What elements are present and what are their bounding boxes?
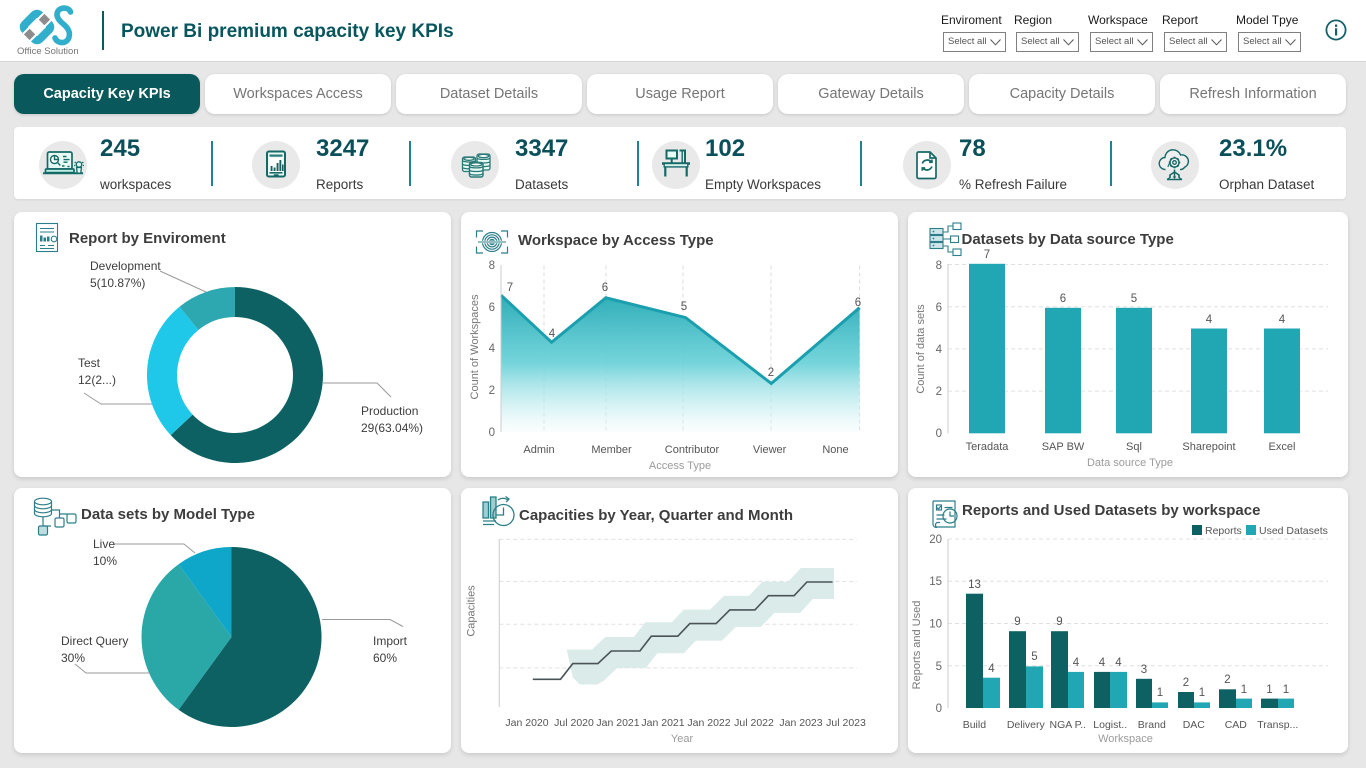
svg-text:6: 6 xyxy=(936,302,942,314)
svg-text:Jan 2023: Jan 2023 xyxy=(779,717,822,729)
svg-text:Logist..: Logist.. xyxy=(1093,719,1127,731)
svg-text:Direct Query: Direct Query xyxy=(61,634,128,648)
svg-text:8: 8 xyxy=(489,260,495,272)
svg-text:20: 20 xyxy=(929,534,942,546)
svg-text:4: 4 xyxy=(988,663,995,675)
svg-text:8: 8 xyxy=(936,260,942,272)
svg-text:4: 4 xyxy=(1099,657,1106,669)
svg-text:DAC: DAC xyxy=(1183,719,1206,731)
svg-text:13: 13 xyxy=(968,579,981,591)
svg-text:5: 5 xyxy=(936,661,942,673)
svg-text:2: 2 xyxy=(1183,677,1189,689)
svg-text:6: 6 xyxy=(602,282,608,294)
svg-text:2: 2 xyxy=(768,367,774,379)
svg-text:Used Datasets: Used Datasets xyxy=(1259,525,1328,537)
svg-text:1: 1 xyxy=(1266,684,1272,696)
svg-text:6: 6 xyxy=(855,297,861,309)
svg-text:None: None xyxy=(822,444,848,456)
svg-text:10%: 10% xyxy=(93,554,117,568)
svg-text:SAP BW: SAP BW xyxy=(1042,441,1085,453)
svg-text:4: 4 xyxy=(1279,314,1286,326)
svg-text:Count of Workspaces: Count of Workspaces xyxy=(469,294,481,399)
svg-text:1: 1 xyxy=(1241,684,1247,696)
svg-text:Delivery: Delivery xyxy=(1007,719,1046,731)
svg-text:Report by Enviroment: Report by Enviroment xyxy=(69,230,226,247)
svg-text:Reports: Reports xyxy=(1205,525,1242,537)
svg-text:Office Solution: Office Solution xyxy=(17,46,79,57)
svg-text:30%: 30% xyxy=(61,651,85,665)
svg-text:Count of data sets: Count of data sets xyxy=(915,304,927,394)
svg-text:5: 5 xyxy=(1131,293,1137,305)
svg-text:NGA P..: NGA P.. xyxy=(1050,719,1087,731)
svg-text:Import: Import xyxy=(373,634,408,648)
svg-text:29(63.04%): 29(63.04%) xyxy=(361,421,423,435)
svg-text:CAD: CAD xyxy=(1225,719,1248,731)
svg-text:Live: Live xyxy=(93,537,115,551)
svg-text:4: 4 xyxy=(489,343,496,355)
svg-text:Jan 2020: Jan 2020 xyxy=(505,717,548,729)
svg-text:2: 2 xyxy=(1224,674,1230,686)
svg-text:9: 9 xyxy=(1056,616,1062,628)
svg-text:4: 4 xyxy=(936,344,943,356)
svg-text:Workspace by Access Type: Workspace by Access Type xyxy=(518,232,714,249)
svg-text:Sharepoint: Sharepoint xyxy=(1182,441,1235,453)
svg-text:Jan 2021: Jan 2021 xyxy=(596,717,639,729)
svg-text:Contributor: Contributor xyxy=(665,444,720,456)
svg-text:4: 4 xyxy=(549,328,556,340)
svg-text:Reports and Used Datasets by w: Reports and Used Datasets by workspace xyxy=(962,502,1260,519)
svg-text:5(10.87%): 5(10.87%) xyxy=(90,276,145,290)
svg-text:10: 10 xyxy=(929,619,942,631)
svg-text:Datasets by Data source Type: Datasets by Data source Type xyxy=(962,231,1174,248)
svg-text:Reports and Used: Reports and Used xyxy=(911,601,923,690)
svg-text:3: 3 xyxy=(1141,664,1147,676)
svg-text:2: 2 xyxy=(489,385,495,397)
svg-text:Workspace: Workspace xyxy=(1098,733,1153,745)
svg-text:Jul 2020: Jul 2020 xyxy=(554,717,594,729)
svg-text:Teradata: Teradata xyxy=(966,441,1010,453)
svg-text:0: 0 xyxy=(489,427,495,439)
svg-text:Excel: Excel xyxy=(1269,441,1296,453)
svg-text:Build: Build xyxy=(963,719,987,731)
svg-text:Test: Test xyxy=(78,356,101,370)
svg-text:2: 2 xyxy=(936,386,942,398)
svg-text:15: 15 xyxy=(929,576,942,588)
svg-text:Member: Member xyxy=(591,444,632,456)
svg-text:6: 6 xyxy=(489,302,495,314)
svg-text:1: 1 xyxy=(1157,687,1163,699)
svg-text:Jan 2021: Jan 2021 xyxy=(641,717,684,729)
svg-text:Jul 2023: Jul 2023 xyxy=(826,717,866,729)
svg-text:Capacities by Year, Quarter an: Capacities by Year, Quarter and Month xyxy=(519,507,793,524)
svg-text:7: 7 xyxy=(984,249,990,261)
svg-text:Data source Type: Data source Type xyxy=(1087,457,1173,469)
svg-text:Data sets by Model Type: Data sets by Model Type xyxy=(81,506,255,523)
svg-text:Development: Development xyxy=(90,259,161,273)
svg-text:60%: 60% xyxy=(373,651,397,665)
svg-text:4: 4 xyxy=(1115,657,1122,669)
svg-text:Sql: Sql xyxy=(1126,441,1142,453)
svg-text:Production: Production xyxy=(361,404,418,418)
svg-text:0: 0 xyxy=(936,703,942,715)
svg-text:Admin: Admin xyxy=(523,444,554,456)
svg-text:Transp...: Transp... xyxy=(1257,719,1298,731)
svg-text:Jul 2022: Jul 2022 xyxy=(734,717,774,729)
svg-text:Jan 2022: Jan 2022 xyxy=(687,717,730,729)
svg-text:7: 7 xyxy=(507,282,513,294)
svg-text:1: 1 xyxy=(1199,687,1205,699)
svg-text:Capacities: Capacities xyxy=(466,585,478,637)
svg-text:Access Type: Access Type xyxy=(649,460,711,472)
svg-text:12(2...): 12(2...) xyxy=(78,373,116,387)
svg-text:9: 9 xyxy=(1014,616,1020,628)
svg-text:Viewer: Viewer xyxy=(753,444,787,456)
svg-text:1: 1 xyxy=(1283,684,1289,696)
svg-text:4: 4 xyxy=(1073,657,1080,669)
svg-text:4: 4 xyxy=(1206,314,1213,326)
svg-text:5: 5 xyxy=(1031,651,1037,663)
svg-text:0: 0 xyxy=(936,428,942,440)
svg-text:Year: Year xyxy=(671,733,694,745)
svg-text:5: 5 xyxy=(681,301,687,313)
svg-text:Brand: Brand xyxy=(1138,719,1166,731)
svg-text:6: 6 xyxy=(1060,293,1066,305)
